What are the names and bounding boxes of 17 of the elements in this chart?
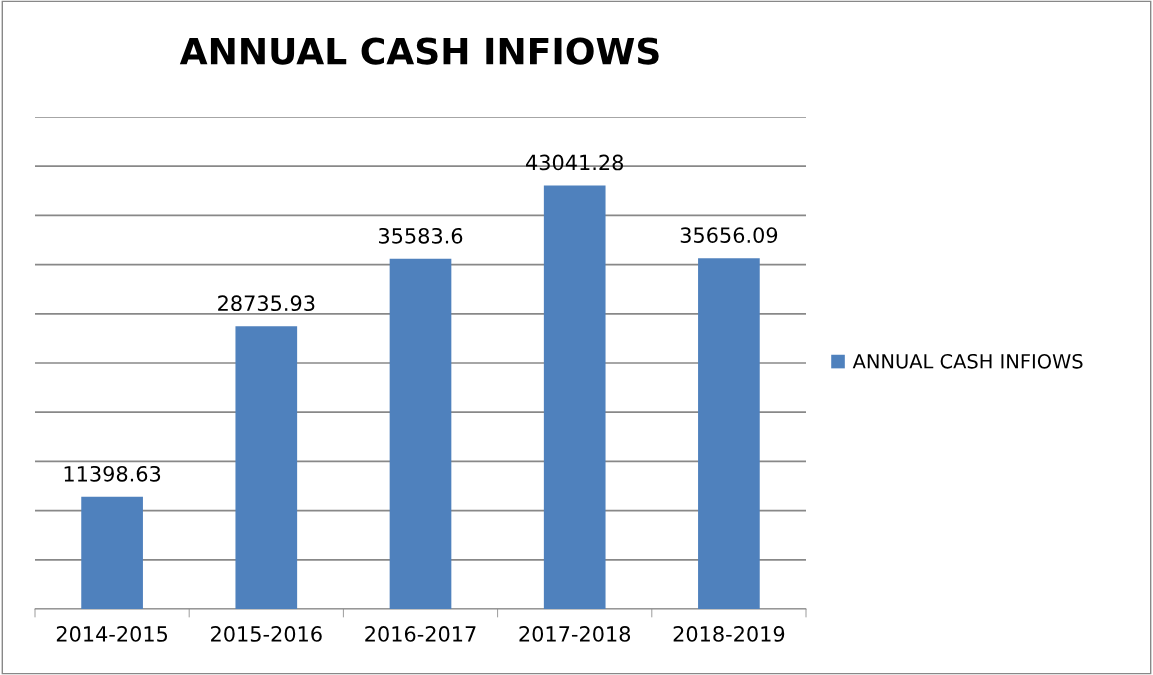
chart-title: ANNUAL CASH INFIOWS	[179, 37, 659, 65]
x-tick-label: 2015-2016	[211, 626, 322, 642]
bar	[235, 326, 298, 609]
x-tick-label: 2016-2017	[365, 626, 476, 642]
data-label: 43041.28	[526, 154, 623, 171]
data-label: 35656.09	[680, 227, 778, 243]
bar	[81, 496, 143, 609]
legend-label: ANNUAL CASH INFIOWS	[852, 353, 1083, 369]
bar	[543, 185, 606, 609]
bar	[698, 258, 760, 609]
data-label: 35583.6	[379, 227, 463, 244]
x-tick-label: 2017-2018	[519, 626, 631, 642]
data-label: 11398.63	[64, 465, 161, 482]
bar	[389, 258, 452, 609]
data-label: 28735.93	[218, 295, 315, 312]
x-tick-label: 2018-2019	[673, 626, 785, 642]
x-tick-label: 2014-2015	[56, 626, 168, 642]
